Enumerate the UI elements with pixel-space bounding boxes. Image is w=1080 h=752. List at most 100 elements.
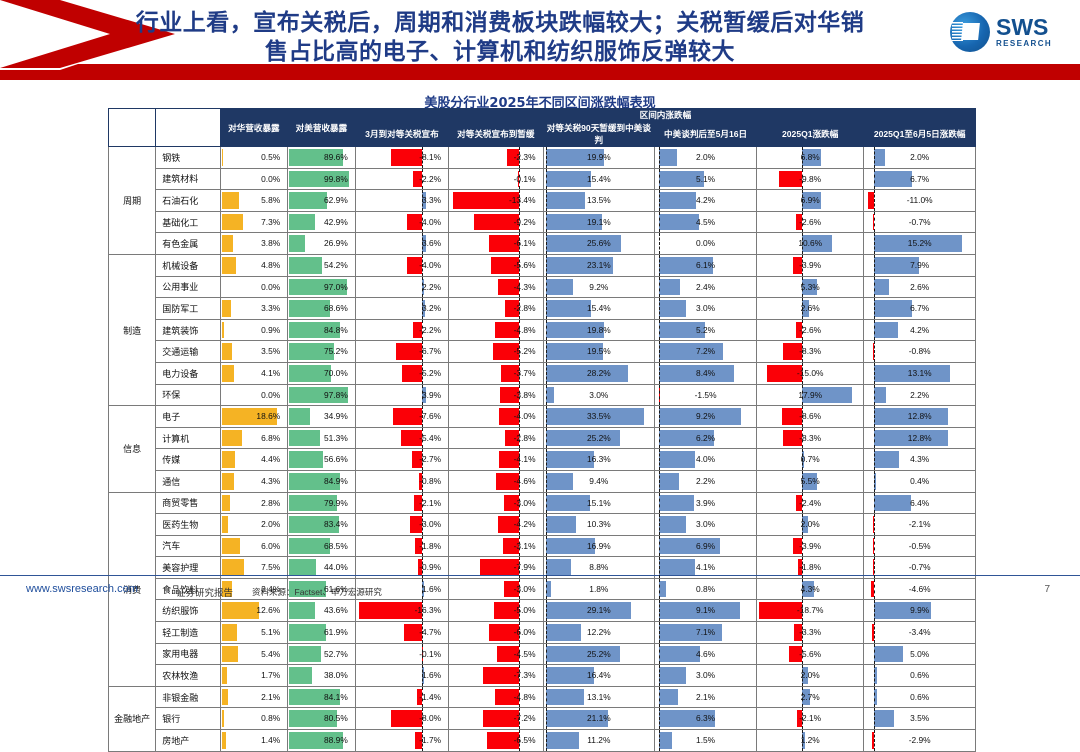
cell-value: -9.8% (757, 169, 863, 190)
cell-value: 25.6% (544, 233, 655, 254)
cell-value: 2.2% (356, 277, 448, 298)
cell-cn: 1.7% (220, 665, 288, 687)
cell-p6: -2.9% (864, 730, 976, 752)
cell-value: -3.4% (864, 622, 975, 643)
cell-p1: -1.4% (355, 686, 448, 708)
cell-p6: -3.4% (864, 622, 976, 644)
cell-cn: 1.4% (220, 730, 288, 752)
cell-value: 2.8% (221, 493, 288, 514)
cell-value: 4.5% (655, 212, 756, 233)
cell-industry: 钢铁 (156, 147, 220, 169)
cell-p6: 7.9% (864, 254, 976, 276)
cell-value: 4.6% (655, 644, 756, 665)
cell-p6: -11.0% (864, 190, 976, 212)
cell-p4: 7.2% (655, 341, 757, 363)
cell-value: 6.2% (655, 428, 756, 449)
cell-value: 3.0% (544, 385, 655, 406)
cell-value: 0.9% (221, 320, 288, 341)
cell-value: -4.8% (449, 320, 542, 341)
cell-p5: 5.5% (757, 470, 864, 492)
cell-p1: 1.6% (355, 578, 448, 600)
cell-p1: -4.0% (355, 211, 448, 233)
cell-value: 1.5% (655, 730, 756, 751)
cell-value: -4.0% (449, 406, 542, 427)
cell-us: 97.8% (288, 384, 356, 406)
cell-p4: 6.2% (655, 427, 757, 449)
cell-value: -7.9% (449, 557, 542, 578)
cell-value: 13.1% (544, 687, 655, 708)
cell-value: 33.5% (544, 406, 655, 427)
cell-value: 3.9% (655, 493, 756, 514)
data-table-wrapper: 板块 行业 对华营收暴露 对美营收暴露 区间内涨跌幅 3月到对等关税宣布 对等关… (108, 108, 976, 752)
cell-p6: -0.7% (864, 557, 976, 579)
cell-us: 61.9% (288, 622, 356, 644)
cell-value: 3.0% (655, 298, 756, 319)
cell-value: 2.2% (655, 471, 756, 492)
cell-p3: 1.8% (543, 578, 655, 600)
cell-value: -0.8% (356, 471, 448, 492)
cell-value: 4.1% (655, 557, 756, 578)
cell-p3: 3.0% (543, 384, 655, 406)
cell-value: 5.5% (757, 471, 863, 492)
cell-p3: 15.4% (543, 168, 655, 190)
cell-us: 88.9% (288, 730, 356, 752)
cell-value: -4.1% (449, 449, 542, 470)
cell-value: 4.1% (221, 363, 288, 384)
cell-value: 2.0% (864, 147, 975, 168)
cell-value: 12.6% (221, 600, 288, 621)
cell-value: 4.2% (864, 320, 975, 341)
cell-value: -5.2% (449, 341, 542, 362)
cell-cn: 3.3% (220, 298, 288, 320)
cell-value: 15.4% (544, 169, 655, 190)
cell-us: 83.4% (288, 514, 356, 536)
header-red-bar (0, 64, 1080, 80)
cell-p4: 5.1% (655, 168, 757, 190)
cell-value: 11.2% (544, 730, 655, 751)
cell-value: -2.8% (449, 298, 542, 319)
cell-p2: -4.5% (449, 643, 543, 665)
cell-value: 18.6% (221, 406, 288, 427)
cell-value: 0.7% (757, 449, 863, 470)
cell-us: 56.6% (288, 449, 356, 471)
cell-p6: 6.4% (864, 492, 976, 514)
cell-p2: -4.8% (449, 686, 543, 708)
cell-sector: 周期 (109, 147, 156, 255)
industry-performance-table: 板块 行业 对华营收暴露 对美营收暴露 区间内涨跌幅 3月到对等关税宣布 对等关… (108, 108, 976, 752)
cell-value: -0.5% (864, 536, 975, 557)
cell-value: -3.0% (449, 493, 542, 514)
cell-value: -16.3% (356, 600, 448, 621)
cell-p6: 2.0% (864, 147, 976, 169)
cell-value: 2.7% (757, 687, 863, 708)
cell-value: -3.0% (356, 514, 448, 535)
cell-industry: 基础化工 (156, 211, 220, 233)
cell-value: 52.7% (288, 644, 355, 665)
cell-value: 54.2% (288, 255, 355, 276)
cell-value: 5.4% (221, 644, 288, 665)
cell-value: -8.1% (356, 147, 448, 168)
cell-industry: 轻工制造 (156, 622, 220, 644)
cell-us: 43.6% (288, 600, 356, 622)
cell-value: 4.4% (221, 449, 288, 470)
cell-p2: -0.1% (449, 168, 543, 190)
cell-cn: 6.8% (220, 427, 288, 449)
cell-value: -2.9% (864, 730, 975, 751)
cell-p5: -3.3% (757, 622, 864, 644)
cell-value: 0.0% (221, 277, 288, 298)
cell-value: -3.0% (449, 579, 542, 600)
cell-value: 2.4% (655, 277, 756, 298)
logo-subtitle: RESEARCH (996, 39, 1052, 49)
col-header-period-1: 3月到对等关税宣布 (355, 122, 448, 147)
cell-value: -18.7% (757, 600, 863, 621)
cell-p5: -5.6% (757, 643, 864, 665)
cell-p6: 3.5% (864, 708, 976, 730)
cell-cn: 5.4% (220, 643, 288, 665)
cell-value: -1.7% (356, 730, 448, 751)
footer-website-link[interactable]: www.swsresearch.com (26, 583, 138, 595)
cell-cn: 0.0% (220, 276, 288, 298)
